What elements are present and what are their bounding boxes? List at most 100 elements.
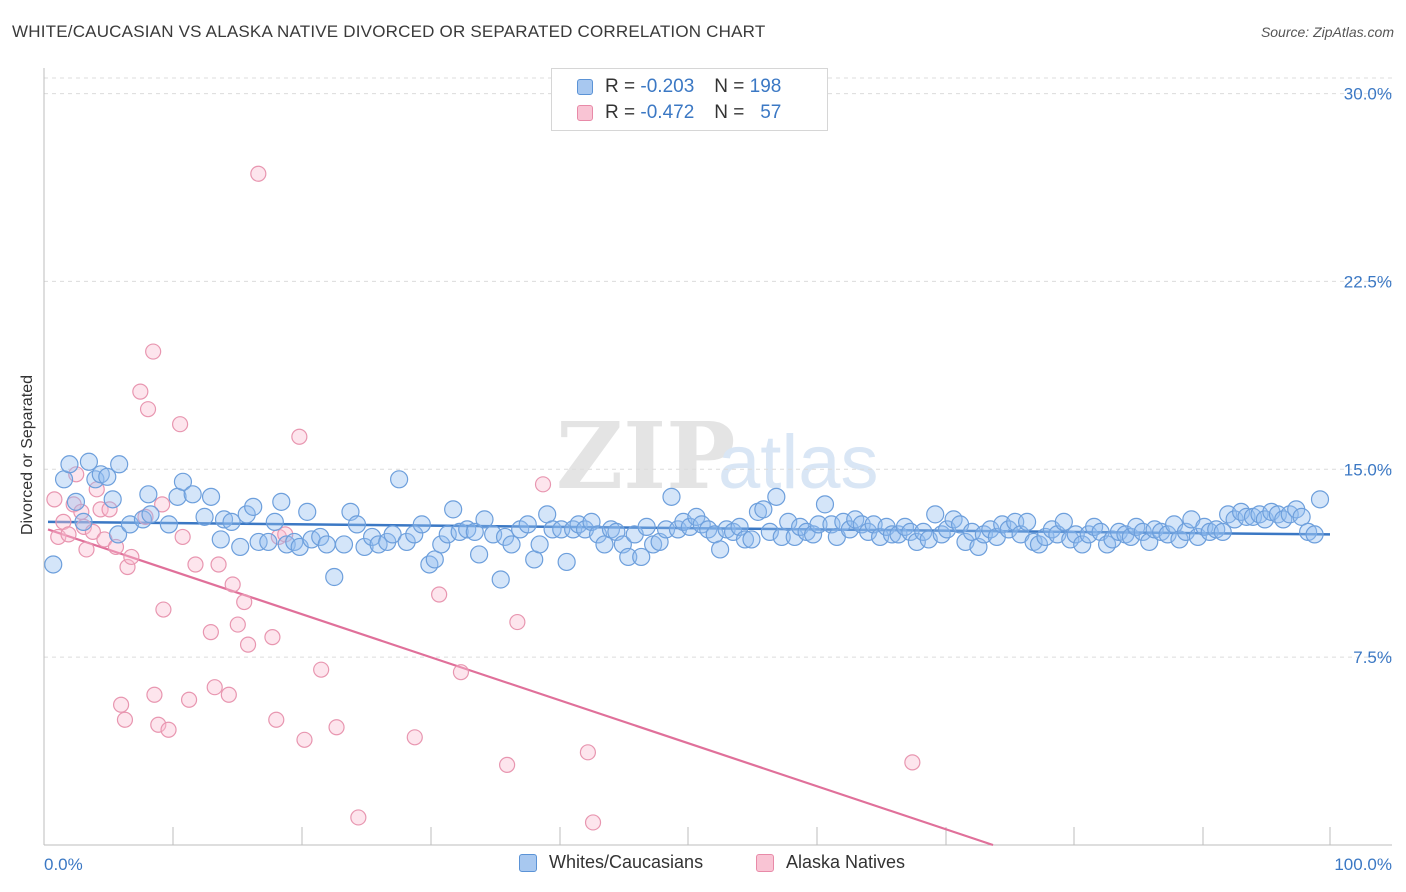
point-whites <box>110 455 129 474</box>
point-whites <box>809 515 828 534</box>
point-whites <box>815 495 835 514</box>
point-whites <box>962 522 982 542</box>
point-whites <box>98 467 117 486</box>
point-whites <box>420 555 439 574</box>
point-alaska <box>210 556 227 573</box>
point-whites <box>425 550 444 569</box>
point-alaska <box>313 661 330 678</box>
trend-lines <box>47 520 1331 847</box>
point-whites <box>1029 535 1049 554</box>
point-whites <box>1158 525 1177 544</box>
point-alaska <box>119 558 136 576</box>
point-alaska <box>509 613 526 631</box>
point-whites <box>244 497 263 516</box>
point-alaska <box>584 814 602 831</box>
point-alaska <box>250 165 267 182</box>
legend-item-alaska[interactable]: Alaska Natives <box>756 852 905 873</box>
point-whites <box>438 525 457 544</box>
point-whites <box>334 535 354 554</box>
y-tick-label: 7.5% <box>1353 648 1392 667</box>
point-whites <box>518 515 537 534</box>
point-whites <box>211 530 230 549</box>
y-tick-label: 15.0% <box>1344 460 1392 479</box>
point-whites <box>74 512 93 531</box>
point-alaska <box>229 616 246 633</box>
whites-swatch <box>519 853 537 872</box>
r-label: R = <box>605 102 636 123</box>
point-whites <box>1170 530 1189 549</box>
point-whites <box>1188 527 1207 547</box>
legend-row-whites: R = -0.203 N = 198 <box>552 74 781 100</box>
alaska-swatch <box>577 105 593 121</box>
point-whites <box>1066 525 1085 544</box>
point-whites <box>141 505 160 524</box>
point-whites <box>632 547 651 567</box>
point-whites <box>1231 502 1251 521</box>
point-whites <box>1195 517 1214 536</box>
point-whites <box>1133 522 1152 542</box>
point-whites <box>103 490 122 509</box>
point-whites <box>173 472 193 491</box>
point-whites <box>79 452 99 471</box>
point-alaska <box>499 756 516 773</box>
grid-lines <box>44 77 1392 658</box>
point-whites <box>383 525 402 544</box>
legend-label: Whites/Caucasians <box>549 852 704 872</box>
point-whites <box>1097 535 1117 554</box>
point-alaska <box>296 731 313 748</box>
point-alaska <box>78 541 95 558</box>
point-alaska <box>139 401 157 418</box>
point-alaska <box>46 491 63 508</box>
point-whites <box>981 520 1000 539</box>
point-whites <box>311 527 330 547</box>
point-whites <box>760 522 779 542</box>
point-alaska <box>160 721 177 738</box>
trend-line-alaska <box>47 528 994 847</box>
point-alaska <box>171 416 189 433</box>
point-whites <box>1017 512 1037 531</box>
point-whites <box>1036 527 1055 547</box>
point-whites <box>249 532 268 552</box>
point-whites <box>139 485 158 504</box>
y-axis-label: Divorced or Separated <box>19 374 36 536</box>
point-alaska <box>202 623 219 641</box>
legend-item-whites[interactable]: Whites/Caucasians <box>519 852 703 873</box>
point-whites <box>231 537 250 557</box>
point-whites <box>834 512 853 531</box>
point-whites <box>840 520 859 539</box>
point-whites <box>907 532 926 552</box>
point-whites <box>803 525 823 544</box>
point-whites <box>530 535 549 554</box>
point-alaska <box>174 528 191 546</box>
n-label: N = <box>714 102 745 123</box>
point-whites <box>870 527 890 547</box>
correlation-legend: R = -0.203 N = 198 R = -0.472 N = 57 <box>551 68 828 131</box>
point-whites <box>222 512 241 531</box>
r-label: R = <box>605 76 636 97</box>
point-whites <box>444 500 463 519</box>
point-whites <box>735 530 755 549</box>
point-alaska <box>50 528 67 546</box>
point-whites <box>595 535 614 554</box>
point-whites <box>325 567 344 587</box>
point-alaska <box>579 744 597 761</box>
point-whites <box>465 522 484 542</box>
point-alaska <box>150 716 167 733</box>
point-whites <box>926 505 945 524</box>
point-whites <box>619 547 638 567</box>
point-alaska <box>101 501 118 518</box>
point-alaska <box>239 636 257 653</box>
point-whites <box>1310 490 1330 509</box>
point-whites <box>1054 512 1073 531</box>
point-whites <box>1305 525 1324 544</box>
n-value: 198 <box>749 76 782 97</box>
watermark-zip: ZIP <box>556 402 735 510</box>
point-whites <box>754 500 773 519</box>
point-whites <box>767 487 786 506</box>
point-alaska <box>236 593 253 611</box>
point-alaska <box>224 576 241 593</box>
point-whites <box>108 525 128 544</box>
point-alaska <box>291 428 308 445</box>
point-whites <box>475 510 494 529</box>
